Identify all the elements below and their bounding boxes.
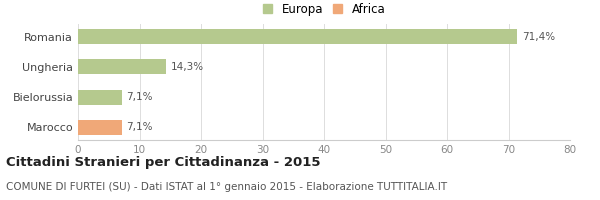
Text: COMUNE DI FURTEI (SU) - Dati ISTAT al 1° gennaio 2015 - Elaborazione TUTTITALIA.: COMUNE DI FURTEI (SU) - Dati ISTAT al 1°…: [6, 182, 447, 192]
Bar: [78, 59, 166, 74]
Legend: Europa, Africa: Europa, Africa: [263, 3, 385, 16]
Text: 7,1%: 7,1%: [127, 92, 153, 102]
Bar: [78, 120, 122, 135]
Bar: [78, 29, 517, 44]
Text: 14,3%: 14,3%: [171, 62, 204, 72]
Text: 7,1%: 7,1%: [127, 122, 153, 132]
Text: 71,4%: 71,4%: [522, 32, 555, 42]
Bar: [78, 90, 122, 105]
Text: Cittadini Stranieri per Cittadinanza - 2015: Cittadini Stranieri per Cittadinanza - 2…: [6, 156, 320, 169]
